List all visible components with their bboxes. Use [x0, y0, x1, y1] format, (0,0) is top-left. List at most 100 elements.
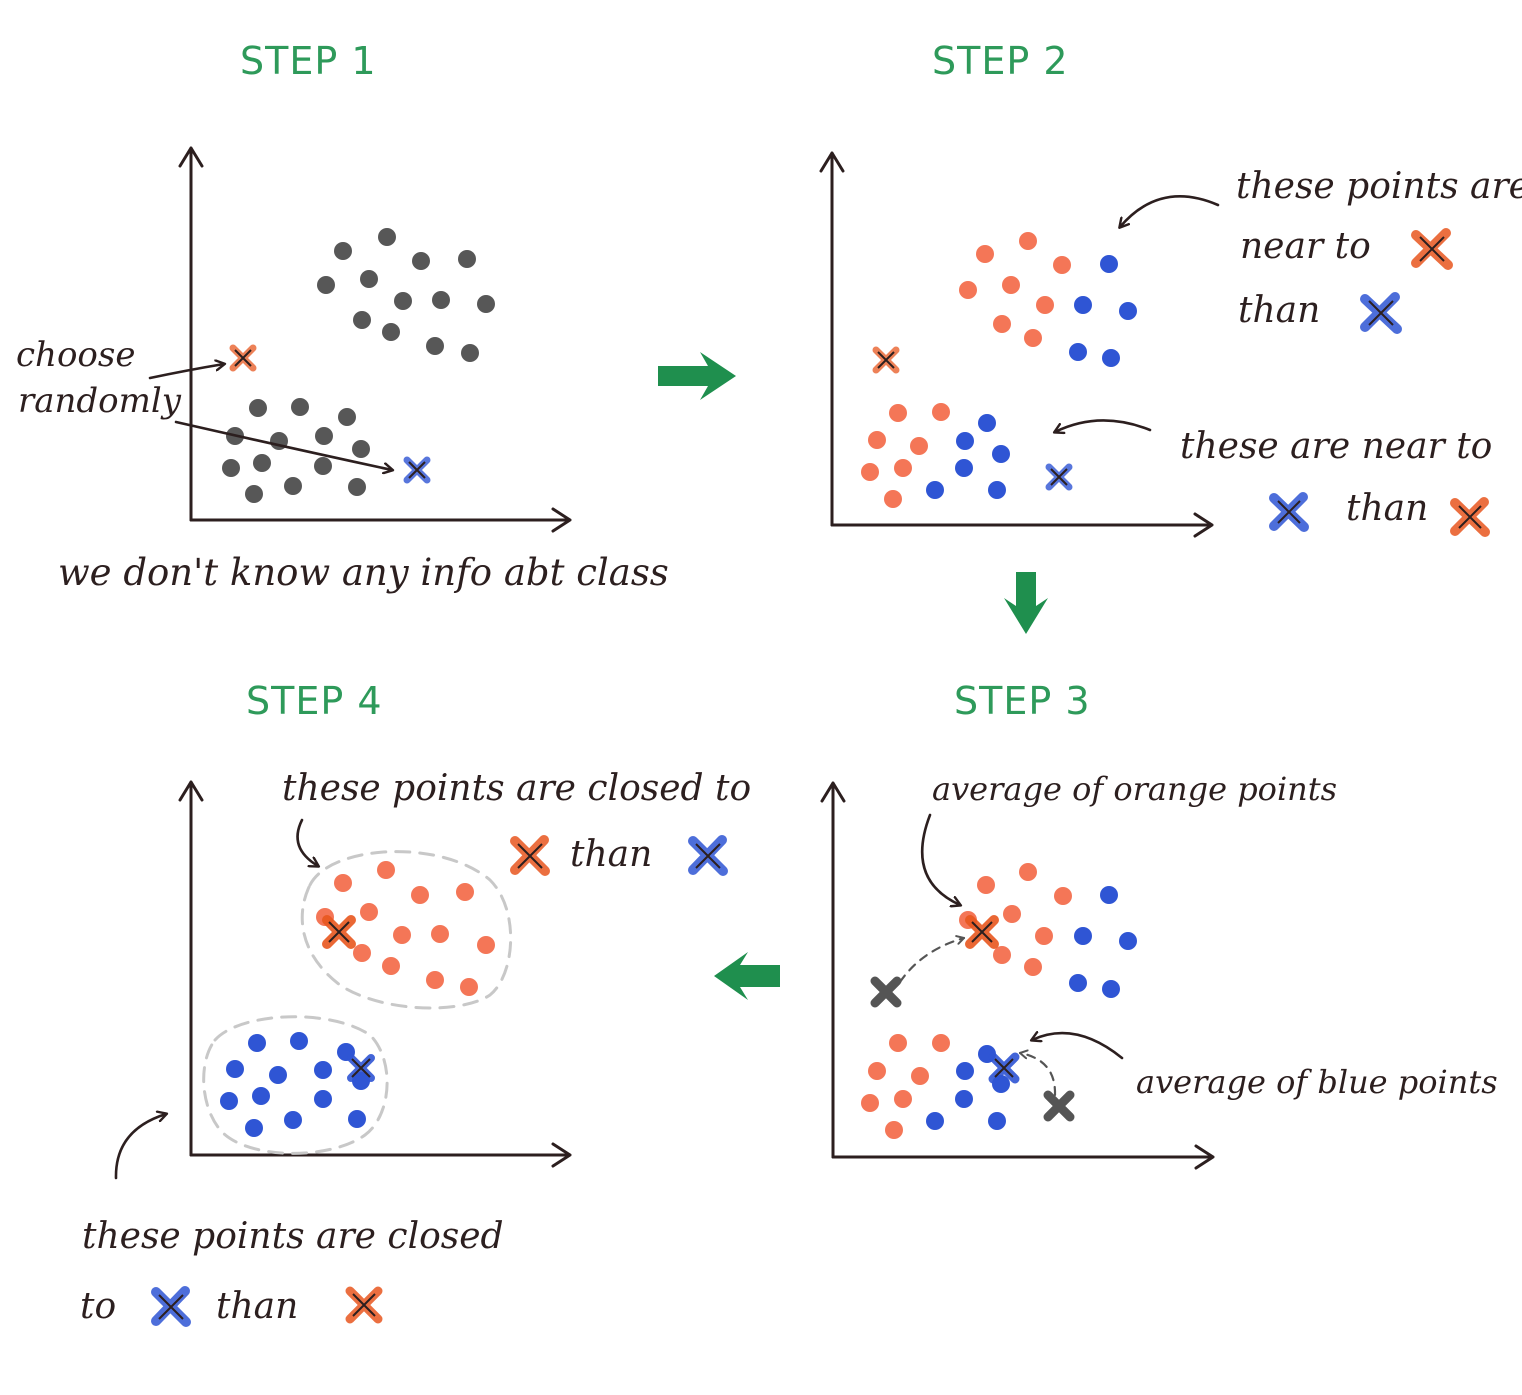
- step1-arrow-to-blue: [174, 420, 392, 470]
- step1-gray-point: [477, 295, 495, 313]
- step2-top-note-line3: than: [1238, 290, 1320, 331]
- step1-gray-point: [382, 323, 400, 341]
- step3-old-orange-gray-x-icon: [870, 976, 902, 1008]
- step4-blue-point: [220, 1092, 238, 1110]
- step4-note-blue-x-icon-2: [151, 1286, 191, 1327]
- step3-blue-point: [1119, 932, 1137, 950]
- step4-note-blue-x-icon: [688, 835, 728, 876]
- step2-arrow-bottom-note: [1055, 419, 1152, 432]
- step4-blue-centroid-x-icon: [347, 1054, 375, 1082]
- step3-blue-point: [955, 1090, 973, 1108]
- step3-arrow-orange-note: [921, 813, 960, 905]
- step4-blue-point: [284, 1111, 302, 1129]
- step4-orange-point: [477, 936, 495, 954]
- step3-blue-point: [956, 1062, 974, 1080]
- step1-gray-point: [352, 440, 370, 458]
- step4-blue-point: [314, 1061, 332, 1079]
- step1-title: STEP 1: [240, 39, 377, 83]
- step2-blue-point: [1100, 255, 1118, 273]
- step3-orange-point: [894, 1090, 912, 1108]
- left-arrow-icon: [714, 952, 780, 1000]
- step4-blue-point: [248, 1034, 266, 1052]
- step3-blue-note: average of blue points: [1136, 1063, 1498, 1101]
- step2-top-note-line1: these points are: [1236, 166, 1522, 207]
- step3-orange-point: [911, 1067, 929, 1085]
- step3-orange-point: [1019, 863, 1037, 881]
- step2-arrow-top-note: [1120, 195, 1220, 227]
- step2-orange-point: [894, 459, 912, 477]
- step4-orange-point: [382, 957, 400, 975]
- step1-gray-point: [353, 311, 371, 329]
- step3-panel: STEP 3 average of orange points average …: [820, 679, 1498, 1170]
- step3-orange-point: [885, 1121, 903, 1139]
- step3-arrow-blue-note: [1032, 1033, 1124, 1060]
- step4-orange-cluster-outline: [300, 850, 513, 1010]
- step3-blue-point: [1102, 980, 1120, 998]
- step1-gray-point: [314, 457, 332, 475]
- step2-blue-point: [926, 481, 944, 499]
- step4-orange-point: [353, 944, 371, 962]
- step1-gray-point: [317, 276, 335, 294]
- step1-gray-point: [249, 399, 267, 417]
- step1-points: [222, 228, 495, 503]
- step2-blue-point: [1069, 343, 1087, 361]
- step3-orange-point: [993, 946, 1011, 964]
- step4-arrow-bottom-note: [114, 1114, 166, 1180]
- step4-bottom-note-line1: these points are closed: [82, 1216, 504, 1257]
- step2-orange-point: [1036, 296, 1054, 314]
- step4-note-orange-x-icon: [510, 835, 550, 876]
- step4-orange-point: [393, 926, 411, 944]
- step3-orange-point: [932, 1034, 950, 1052]
- step2-orange-point: [993, 315, 1011, 333]
- step2-note-blue-x-icon: [1360, 292, 1402, 334]
- step4-x-axis: [189, 1142, 572, 1168]
- step2-blue-point: [988, 481, 1006, 499]
- step2-orange-point: [1019, 232, 1037, 250]
- step2-orange-x-icon: [872, 346, 900, 374]
- step2-orange-point: [959, 281, 977, 299]
- step4-blue-point: [252, 1087, 270, 1105]
- step4-bottom-note-line2: to: [80, 1286, 116, 1327]
- step4-blue-point: [348, 1110, 366, 1128]
- step3-orange-point: [1054, 887, 1072, 905]
- step2-note-orange-x-icon-2: [1450, 497, 1490, 537]
- step1-orange-x-icon: [229, 344, 257, 372]
- step4-note-orange-x-icon-2: [345, 1286, 383, 1324]
- step4-orange-point: [360, 903, 378, 921]
- step4-orange-point: [456, 883, 474, 901]
- step3-points: [861, 863, 1137, 1139]
- step1-gray-point: [432, 291, 450, 309]
- step1-gray-point: [412, 252, 430, 270]
- step4-top-note-line2: than: [570, 834, 652, 875]
- step3-x-axis: [831, 1144, 1215, 1170]
- step1-gray-point: [394, 292, 412, 310]
- step3-orange-point: [861, 1094, 879, 1112]
- step2-blue-point: [1102, 349, 1120, 367]
- step2-blue-point: [956, 432, 974, 450]
- step2-orange-point: [889, 404, 907, 422]
- step1-blue-x-icon: [403, 456, 431, 484]
- step3-orange-point: [1024, 958, 1042, 976]
- step2-orange-point: [910, 437, 928, 455]
- step2-blue-point: [955, 459, 973, 477]
- step3-blue-point: [926, 1112, 944, 1130]
- step3-orange-point: [1035, 927, 1053, 945]
- step3-blue-point: [1100, 886, 1118, 904]
- step4-points: [220, 861, 495, 1137]
- step4-blue-point: [314, 1090, 332, 1108]
- step2-blue-point: [992, 445, 1010, 463]
- down-arrow-icon: [1004, 572, 1048, 634]
- step2-note-blue-x-icon-2: [1269, 492, 1309, 532]
- step1-gray-point: [253, 454, 271, 472]
- step1-randomly-label: randomly: [18, 381, 182, 421]
- step4-blue-point: [269, 1066, 287, 1084]
- step3-y-axis: [820, 781, 846, 1159]
- step3-orange-centroid-x-icon: [965, 915, 999, 949]
- step3-orange-point: [889, 1034, 907, 1052]
- step4-orange-point: [377, 861, 395, 879]
- step1-gray-point: [360, 270, 378, 288]
- step4-blue-cluster-outline: [202, 1015, 389, 1155]
- step4-blue-point: [226, 1060, 244, 1078]
- step2-note-orange-x-icon: [1411, 228, 1453, 270]
